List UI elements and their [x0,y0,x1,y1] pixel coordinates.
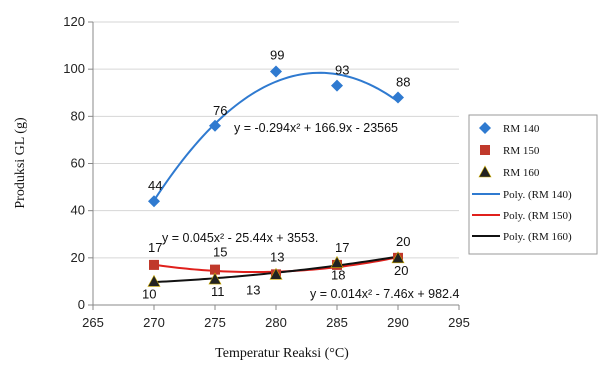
point-rm150-270 [149,259,159,270]
x-tick-label-285: 285 [326,315,348,330]
point-rm140-270 [148,195,160,208]
data-label-rm150-270: 17 [148,240,162,255]
equation-rm160: y = 0.014x² - 7.46x + 982.4 [310,287,459,301]
data-label-rm150-275: 15 [213,245,227,260]
y-tick-label-120: 120 [63,14,85,29]
legend-marker-rm140 [479,122,491,134]
point-rm160-290 [391,251,405,264]
data-label-rm140-285: 93 [335,63,349,78]
data-label-rm140-275: 76 [213,103,227,118]
data-label-rm160-290: 20 [394,263,408,278]
data-label-rm160-270: 10 [142,286,156,301]
equation-rm140: y = -0.294x² + 166.9x - 23565 [234,121,398,135]
y-tick-label-20: 20 [71,250,85,265]
x-axis-title: Temperatur Reaksi (°C) [215,346,349,361]
point-rm140-290 [392,91,404,104]
x-tick-label-265: 265 [82,315,104,330]
x-tick-label-295: 295 [448,315,470,330]
legend-label-rm150: RM 150 [503,145,540,157]
legend-marker-rm150 [480,145,490,155]
x-tick-label-270: 270 [143,315,165,330]
point-rm160-270 [147,274,161,287]
point-rm140-285 [331,79,343,92]
data-label-rm140-290: 88 [396,74,410,89]
y-axis-title: Produksi GL (g) [13,117,28,209]
x-tick-label-275: 275 [204,315,226,330]
y-tick-label-100: 100 [63,61,85,76]
legend-label-poly-rm140: Poly. (RM 140) [503,189,572,201]
x-tick-label-280: 280 [265,315,287,330]
legend-box [468,114,598,255]
data-labels: 44 76 99 93 88 17 15 13 17 20 10 11 13 18 20 [142,48,410,302]
equation-rm150: y = 0.045x² - 25.44x + 3553. [162,231,318,245]
legend-label-rm140: RM 140 [503,123,540,135]
point-rm160-275 [208,272,222,285]
point-rm140-275 [209,119,221,132]
y-tick-label-0: 0 [78,297,85,312]
legend-marker-rm160 [478,165,492,178]
data-label-rm140-280: 99 [270,48,284,63]
point-rm150-275 [210,264,220,275]
trendline-rm140 [153,71,399,202]
legend-label-poly-rm150: Poly. (RM 150) [503,210,572,222]
y-tick-label-40: 40 [71,203,85,218]
point-rm160-285 [330,255,344,268]
data-label-rm140-270: 44 [148,178,162,193]
data-label-rm150-290: 20 [396,234,410,249]
data-label-rm160-280: 13 [246,282,260,297]
x-tick-label-290: 290 [387,315,409,330]
data-label-rm160-275: 11 [211,284,225,299]
trendline-equations: y = -0.294x² + 166.9x - 23565 y = 0.045x… [162,121,459,301]
y-tick-label-60: 60 [71,156,85,171]
data-points [147,65,405,287]
data-label-rm150-280: 13 [270,249,284,264]
axes [88,21,460,310]
point-rm160-280 [269,267,283,280]
point-rm140-280 [270,65,282,78]
legend-label-rm160: RM 160 [503,167,540,179]
legend-label-poly-rm160: Poly. (RM 160) [503,231,572,243]
tick-labels: 0 20 40 60 80 100 120 265 270 275 280 285 290 295 [63,14,470,330]
legend: RM 140 RM 150 RM 160 Poly. (RM 140) Poly. (R… [468,114,598,255]
data-label-rm150-285: 17 [335,240,349,255]
data-label-rm160-285: 18 [331,268,345,283]
y-tick-label-80: 80 [71,108,85,123]
